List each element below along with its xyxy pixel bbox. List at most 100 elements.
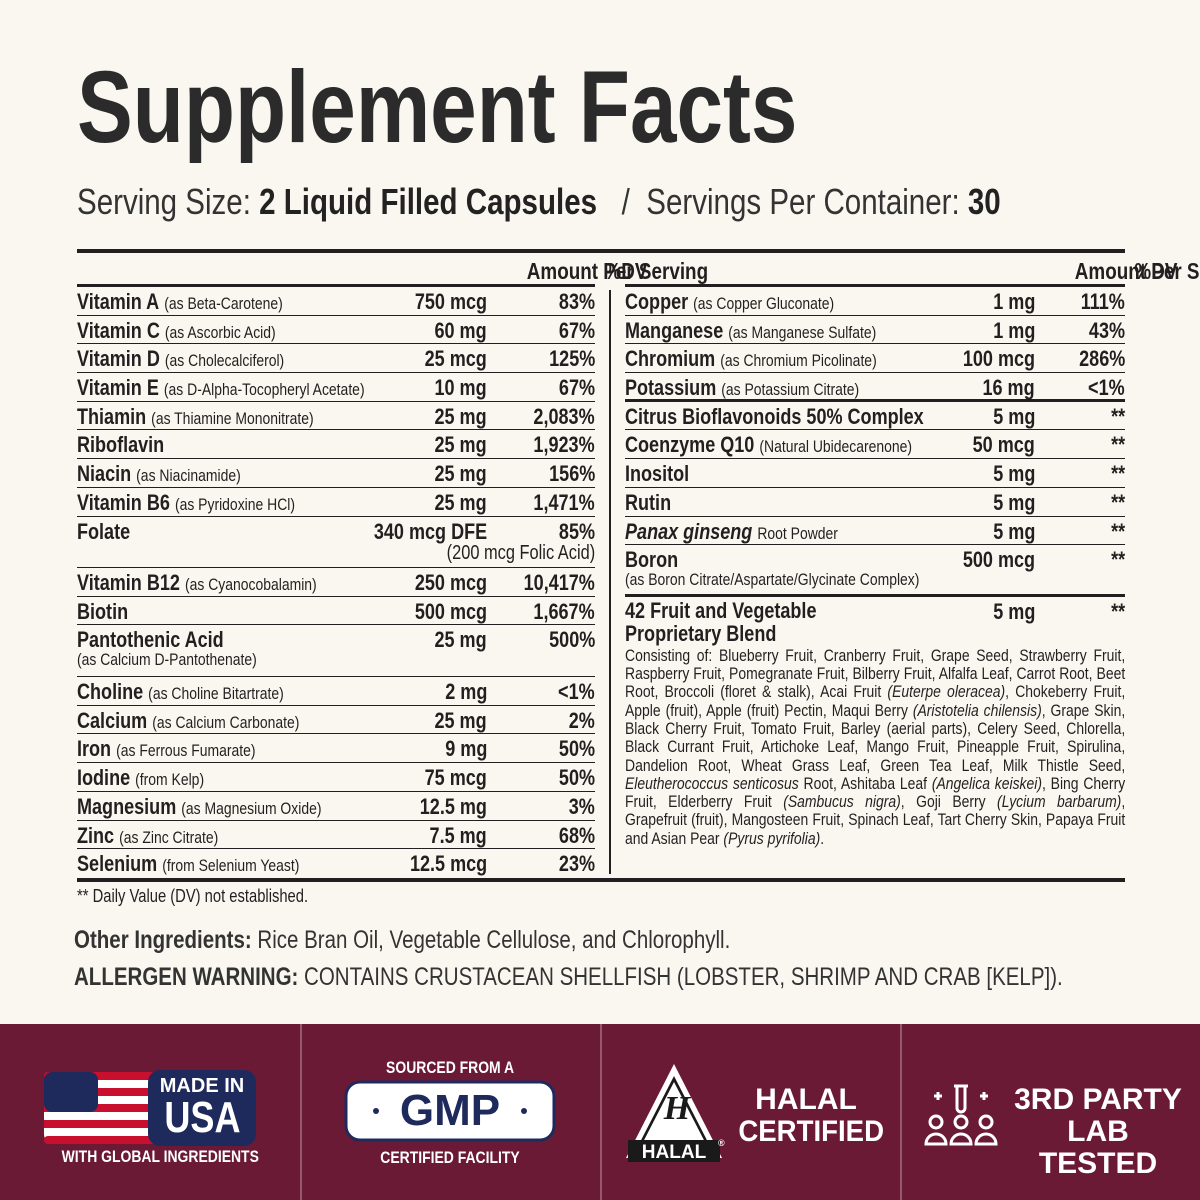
nutrient-name: Vitamin A bbox=[77, 289, 160, 314]
name-wrap: Copper (as Copper Gluconate) bbox=[625, 289, 880, 316]
halal-line1: HALAL bbox=[755, 1083, 857, 1116]
serving-line: Serving Size: 2 Liquid Filled Capsules /… bbox=[77, 180, 1200, 224]
amount: 75 mcg bbox=[424, 765, 487, 791]
gmp-caption: CERTIFIED FACILITY bbox=[300, 1148, 600, 1168]
nutrient-detail: (as D-Alpha-Tocopheryl Acetate) bbox=[163, 380, 365, 400]
halal-line2-text: CERTIFIED bbox=[738, 1115, 885, 1148]
blend-row: 42 Fruit and Vegetable Proprietary Blend… bbox=[625, 597, 1125, 873]
nutrient-row: Vitamin A (as Beta-Carotene) 750 mcg 83% bbox=[77, 287, 595, 316]
amount-wrap: 16 mg bbox=[971, 375, 1035, 400]
nutrient-name: Potassium bbox=[625, 375, 717, 401]
name-wrap: Selenium (from Selenium Yeast) bbox=[77, 851, 348, 878]
name-wrap: Biotin bbox=[77, 599, 139, 624]
amount-wrap: 25 mg bbox=[423, 708, 487, 733]
other-ingredients: Other Ingredients: Rice Bran Oil, Vegeta… bbox=[74, 926, 874, 955]
nutrient-row: Thiamin (as Thiamine Mononitrate) 25 mg 2,… bbox=[77, 402, 595, 431]
nutrient-name: Vitamin B6 bbox=[77, 489, 170, 515]
nutrient-name: Copper bbox=[625, 289, 689, 314]
name-line: Vitamin C (as Ascorbic Acid) bbox=[77, 318, 276, 345]
dv: 68% bbox=[558, 822, 595, 848]
nutrient-detail: (as Calcium Carbonate) bbox=[152, 712, 300, 732]
amount: 250 mcg bbox=[414, 570, 487, 596]
name-wrap: Calcium (as Calcium Carbonate) bbox=[77, 708, 348, 735]
amount-wrap: 10 mg bbox=[423, 375, 487, 400]
nutrient-row: Vitamin C (as Ascorbic Acid) 60 mg 67% bbox=[77, 316, 595, 345]
nutrient-row: Panax ginseng Root Powder 5 mg ** bbox=[625, 517, 1125, 546]
name-line: Coenzyme Q10 (Natural Ubidecarenone) bbox=[625, 432, 912, 459]
sparkles bbox=[934, 1092, 988, 1100]
dv-header: %DV bbox=[1134, 258, 1178, 284]
dv-wrap: <1% bbox=[1080, 375, 1125, 400]
amount: 2 mg bbox=[444, 679, 487, 705]
name-line: Calcium (as Calcium Carbonate) bbox=[77, 708, 299, 735]
nutrient-row: Rutin 5 mg ** bbox=[625, 488, 1125, 517]
nutrient-detail: (as Pyridoxine HCl) bbox=[174, 494, 296, 514]
dv: 67% bbox=[558, 375, 595, 401]
name-line: Panax ginseng Root Powder bbox=[625, 519, 838, 546]
dv-wrap: ** bbox=[1108, 547, 1125, 572]
dv: ** bbox=[1110, 489, 1125, 515]
description-part: , Chokeberry Fruit, Apple (fruit), Apple… bbox=[625, 682, 1126, 720]
nutrient-row: Iodine (from Kelp) 75 mcg 50% bbox=[77, 763, 595, 792]
nutrient-row: Copper (as Copper Gluconate) 1 mg 111% bbox=[625, 287, 1125, 316]
title-wrap: Supplement Facts bbox=[77, 52, 956, 162]
name-line: Copper (as Copper Gluconate) bbox=[625, 289, 834, 316]
nutrient-row: Boron (as Boron Citrate/Aspartate/Glycina… bbox=[625, 545, 1125, 597]
name-line: Iron (as Ferrous Fumarate) bbox=[77, 736, 256, 763]
amount: 750 mcg bbox=[414, 289, 487, 314]
nutrient-name: Niacin bbox=[77, 461, 132, 487]
dv-wrap: 50% bbox=[551, 765, 595, 790]
amount: 50 mcg bbox=[972, 432, 1035, 458]
nutrient-detail: (as Ascorbic Acid) bbox=[164, 322, 276, 342]
amount: 340 mcg DFE bbox=[373, 518, 487, 544]
nutrient-name: Vitamin D bbox=[77, 346, 160, 372]
dv-wrap: 2% bbox=[563, 708, 595, 733]
blend-description: Consisting of: Blueberry Fruit, Cranberr… bbox=[625, 646, 1126, 848]
nutrient-detail: (Natural Ubidecarenone) bbox=[759, 437, 913, 457]
usa-badge-graphic bbox=[44, 1070, 256, 1146]
name-wrap: Vitamin A (as Beta-Carotene) bbox=[77, 289, 328, 316]
usa-box bbox=[148, 1070, 256, 1146]
description-part: , Bing Cherry Fruit, Elderberry Fruit bbox=[625, 773, 1126, 812]
dv-wrap: 156% bbox=[539, 461, 595, 486]
amount-wrap: 60 mg bbox=[423, 318, 487, 343]
dv: 1,923% bbox=[533, 432, 595, 458]
amount: 9 mg bbox=[444, 736, 487, 762]
name-wrap: Vitamin B12 (as Cyanocobalamin) bbox=[77, 570, 369, 597]
amount: 5 mg bbox=[992, 598, 1035, 624]
lab-line2: LAB TESTED bbox=[1038, 1115, 1158, 1180]
name-wrap: Zinc (as Zinc Citrate) bbox=[77, 823, 249, 850]
footnote-wrap: ** Daily Value (DV) not established. bbox=[77, 886, 359, 907]
amount: 60 mg bbox=[434, 317, 487, 343]
blend-name-wrap: 42 Fruit and Vegetable Proprietary Blend bbox=[625, 597, 871, 645]
nutrient-row: Choline (as Choline Bitartrate) 2 mg <1% bbox=[77, 677, 595, 706]
dv-wrap: 85% bbox=[551, 519, 595, 544]
description-part: (Lycium barbarum) bbox=[997, 792, 1122, 812]
name-wrap: Thiamin (as Thiamine Mononitrate) bbox=[77, 404, 366, 431]
nutrient-name: Rutin bbox=[625, 489, 672, 515]
nutrient-row: Riboflavin 25 mg 1,923% bbox=[77, 430, 595, 460]
name-line: Boron bbox=[625, 547, 678, 572]
nutrient-note: (as Calcium D-Pantothenate) bbox=[77, 650, 257, 670]
amount-wrap: 25 mcg bbox=[411, 346, 487, 371]
gmp-dot bbox=[373, 1108, 379, 1114]
description-part: Root, Ashitaba Leaf bbox=[798, 773, 932, 793]
dv-wrap: 67% bbox=[551, 375, 595, 400]
dv: 50% bbox=[558, 765, 595, 791]
dv: ** bbox=[1110, 518, 1125, 544]
name-line: Citrus Bioflavonoids 50% Complex bbox=[625, 404, 924, 429]
name-line: Choline (as Choline Bitartrate) bbox=[77, 679, 284, 706]
nutrient-note: (as Boron Citrate/Aspartate/Glycinate Co… bbox=[625, 570, 920, 590]
badge-banner: MADE IN USA WITH GLOBAL INGREDIENTS SOUR… bbox=[0, 1024, 1200, 1200]
name-wrap: Manganese (as Manganese Sulfate) bbox=[625, 318, 931, 345]
name-wrap: Pantothenic Acid bbox=[77, 627, 256, 652]
nutrient-row: Vitamin D (as Cholecalciferol) 25 mcg 125% bbox=[77, 344, 595, 374]
name-line: Chromium (as Chromium Picolinate) bbox=[625, 346, 877, 373]
name-line: Niacin (as Niacinamide) bbox=[77, 461, 241, 488]
nutrient-name: Coenzyme Q10 bbox=[625, 432, 755, 458]
dv-wrap: 23% bbox=[551, 851, 595, 876]
nutrient-detail: (as Thiamine Mononitrate) bbox=[151, 408, 314, 428]
amount: 16 mg bbox=[982, 375, 1035, 401]
nutrient-name: Thiamin bbox=[77, 403, 147, 429]
usa-line2: USA bbox=[148, 1094, 256, 1142]
